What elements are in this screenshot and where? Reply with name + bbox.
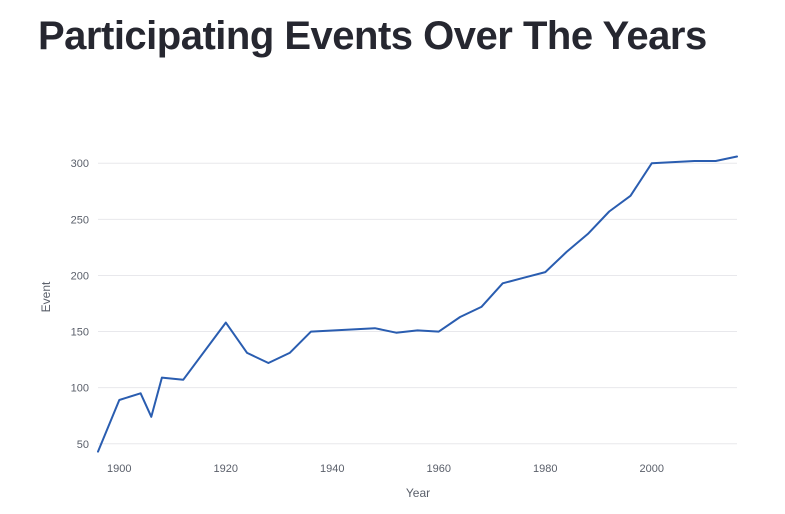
y-tick-label-50: 50 — [77, 439, 89, 451]
x-axis-ticks: 1900 1920 1940 1960 1980 2000 — [107, 463, 664, 475]
x-tick-label-1960: 1960 — [427, 463, 451, 475]
series-line-0 — [97, 155, 738, 453]
y-axis-title: Event — [39, 281, 53, 312]
x-axis-title: Year — [406, 486, 430, 500]
series-layer — [97, 155, 738, 453]
y-tick-label-150: 150 — [71, 327, 89, 339]
x-tick-label-2000: 2000 — [640, 463, 664, 475]
y-tick-label-200: 200 — [71, 270, 89, 282]
x-tick-label-1900: 1900 — [107, 463, 131, 475]
x-tick-label-1980: 1980 — [533, 463, 557, 475]
x-tick-label-1940: 1940 — [320, 463, 344, 475]
y-axis-ticks: 50 100 150 200 250 300 — [71, 158, 89, 451]
grid-lines — [98, 162, 737, 445]
x-tick-label-1920: 1920 — [214, 463, 238, 475]
y-tick-label-100: 100 — [71, 383, 89, 395]
page-title: Participating Events Over The Years — [38, 14, 707, 58]
y-tick-label-250: 250 — [71, 214, 89, 226]
y-tick-label-300: 300 — [71, 158, 89, 170]
